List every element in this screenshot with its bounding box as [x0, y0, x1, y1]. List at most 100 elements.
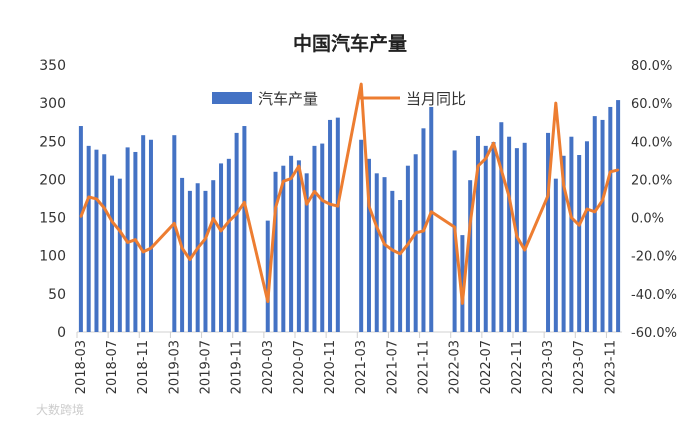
yoy-point-2023-07	[577, 224, 581, 227]
y-left-tick-label: 100	[39, 249, 66, 265]
yoy-point-2018-06	[103, 206, 106, 210]
yoy-point-2018-10	[134, 238, 137, 241]
yoy-point-2020-09	[313, 190, 316, 193]
bar-2020-08	[304, 173, 309, 332]
bar-2023-07	[577, 155, 582, 332]
yoy-point-2023-05	[562, 183, 565, 187]
y-right-tick-label: 20.0%	[631, 173, 672, 188]
yoy-point-2018-08	[118, 229, 122, 233]
bar-2023-12	[616, 100, 621, 332]
bar-2019-12	[242, 126, 247, 333]
legend-label-yoy: 当月同比	[406, 90, 466, 108]
yoy-point-2022-07	[484, 157, 487, 160]
yoy-point-2018-12	[149, 246, 153, 250]
chart-title: 中国汽车产量	[293, 32, 407, 55]
yoy-point-2022-12	[523, 248, 526, 252]
bar-2020-04	[273, 171, 278, 332]
bar-2023-05	[561, 155, 566, 332]
y-left-tick-label: 150	[39, 211, 66, 227]
bar-2018-12	[148, 139, 153, 332]
yoy-point-2021-06	[383, 243, 386, 246]
bar-2022-10	[507, 136, 512, 332]
yoy-point-2018-09	[126, 241, 129, 244]
yoy-point-2022-08	[492, 141, 495, 145]
bar-2021-12	[429, 106, 434, 332]
y-right-tick-label: -60.0%	[631, 326, 677, 341]
yoy-point-2020-12	[336, 204, 340, 208]
yoy-point-2018-04	[87, 195, 90, 199]
bar-2021-06	[382, 177, 387, 332]
bar-2020-05	[281, 165, 286, 332]
yoy-point-2020-11	[328, 203, 332, 206]
bar-2018-04	[86, 145, 91, 332]
yoy-point-2018-05	[95, 197, 98, 201]
y-left-tick-label: 250	[39, 134, 66, 150]
bar-2019-10	[226, 158, 231, 332]
x-tick-label: 2021-11	[416, 340, 431, 394]
yoy-point-2019-11	[235, 212, 238, 215]
yoy-point-2022-09	[500, 168, 503, 172]
yoy-point-2021-10	[414, 231, 417, 235]
bar-2019-07	[203, 190, 208, 332]
bar-2022-05	[468, 180, 473, 332]
bar-2019-06	[195, 183, 200, 332]
yoy-point-2020-04	[274, 206, 277, 210]
bar-2022-09	[499, 122, 504, 332]
yoy-point-2022-04	[461, 302, 464, 305]
y-right-tick-label: -40.0%	[631, 288, 677, 303]
yoy-point-2021-12	[430, 210, 433, 214]
yoy-point-2023-08	[585, 207, 589, 211]
bar-2022-07	[483, 145, 488, 332]
x-tick-label: 2018-07	[105, 340, 120, 394]
bar-2018-08	[117, 178, 122, 332]
yoy-point-2023-11	[609, 170, 612, 173]
bar-2020-06	[289, 155, 294, 332]
x-tick-label: 2022-07	[479, 340, 494, 394]
bar-2020-03	[265, 220, 270, 332]
y-left-tick-label: 0	[57, 325, 66, 341]
bar-2019-04	[180, 177, 185, 332]
x-tick-label: 2020-11	[323, 340, 338, 394]
x-tick-label: 2018-03	[74, 340, 89, 394]
x-tick-label: 2021-07	[385, 340, 400, 394]
bar-2021-08	[398, 200, 403, 332]
yoy-point-2023-12	[616, 168, 620, 172]
bar-2018-09	[125, 147, 130, 332]
yoy-point-2019-09	[219, 229, 223, 233]
yoy-point-2019-07	[204, 237, 207, 240]
legend-label-production: 汽车产量	[258, 90, 318, 108]
bar-2021-05	[374, 173, 379, 332]
bar-2021-03	[359, 139, 364, 332]
bar-2019-03	[172, 135, 177, 332]
bar-2023-11	[608, 106, 613, 332]
bar-2020-12	[335, 117, 340, 332]
yoy-point-2021-04	[367, 204, 371, 208]
x-tick-label: 2019-11	[230, 340, 245, 394]
yoy-point-2018-07	[110, 220, 114, 223]
bar-2019-09	[219, 163, 224, 332]
bar-2023-06	[569, 136, 574, 332]
yoy-point-2020-05	[282, 180, 285, 183]
y-right-tick-label: 80.0%	[631, 59, 672, 74]
yoy-point-2021-07	[391, 248, 394, 252]
yoy-point-2020-07	[297, 164, 301, 168]
yoy-point-2021-03	[359, 82, 363, 86]
yoy-point-2019-06	[196, 246, 199, 250]
legend-bar-swatch	[212, 92, 252, 104]
y-left-tick-label: 300	[39, 96, 66, 112]
yoy-point-2019-03	[173, 222, 176, 225]
yoy-point-2023-04	[554, 101, 558, 105]
yoy-point-2019-10	[227, 220, 231, 223]
bar-2023-03	[546, 132, 551, 332]
yoy-point-2021-11	[422, 229, 425, 233]
bar-2018-05	[94, 149, 99, 332]
bar-2023-04	[553, 178, 558, 332]
bar-2019-05	[187, 190, 192, 332]
x-tick-label: 2019-03	[167, 340, 182, 394]
bar-2023-08	[584, 141, 589, 332]
x-tick-label: 2023-03	[541, 340, 556, 394]
bar-2020-09	[312, 145, 317, 332]
legend: 汽车产量 当月同比	[212, 90, 466, 108]
